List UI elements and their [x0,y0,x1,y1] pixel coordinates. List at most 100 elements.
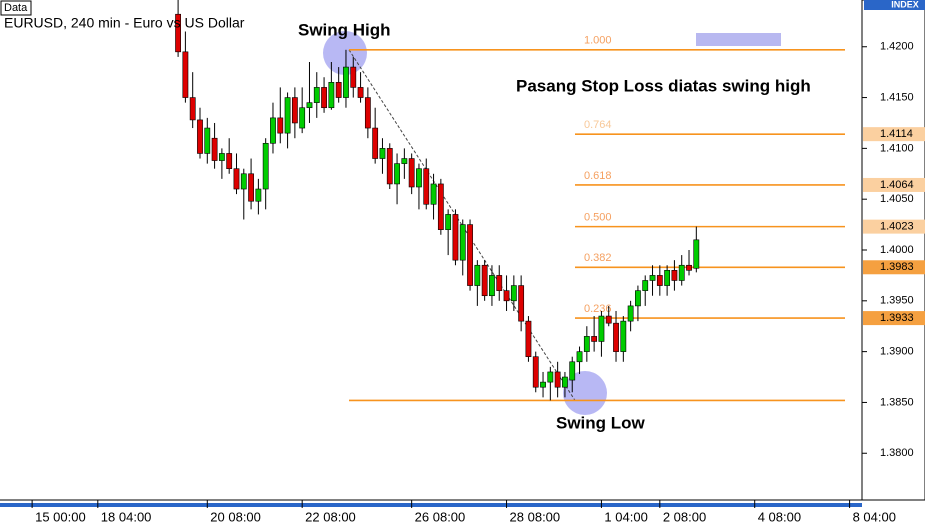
axis-title-box [864,0,925,10]
candle-body [452,214,459,261]
candle-body [540,381,546,388]
x-tick-label: 2 08:00 [663,509,706,524]
candle-body [642,280,649,291]
candle-body [416,168,422,188]
candle-body [613,322,619,352]
candle-body [386,148,393,185]
candle-body [686,264,692,271]
candle-body [532,356,539,388]
x-tick-label: 22 08:00 [305,509,356,524]
period-strip [0,503,862,507]
candle-body [240,173,247,190]
candle-body [525,320,532,358]
candle-body [481,264,488,297]
candle-body [394,163,400,185]
fib-price-box [863,260,925,275]
fib-ratio: 1.000 [584,35,612,47]
candle-body [591,336,598,342]
candle-body [437,183,444,230]
swing-high-label: Swing High [298,20,391,39]
candle-body [408,158,415,188]
candle-body [372,127,379,159]
candle-body [343,66,349,98]
candle-body [459,224,466,261]
y-tick-label: 1.3850 [880,396,914,408]
note-label: Pasang Stop Loss diatas swing high [516,76,811,95]
candle-body [598,315,605,342]
y-tick-label: 1.3800 [880,447,914,459]
candle-body [277,117,284,134]
chart-title: EURUSD, 240 min - Euro vs US Dollar [4,15,245,31]
y-tick-label: 1.3950 [880,295,914,307]
fib-ratio: 0.236 [584,303,612,315]
x-tick-label: 1 04:00 [604,509,647,524]
fib-price-label: 1.4064 [880,179,914,191]
candle-body [576,351,583,363]
x-tick-label: 4 08:00 [758,509,801,524]
candle-body [226,153,233,169]
candle-body [189,97,196,121]
candle-body [328,82,335,109]
candle-body [664,270,671,286]
candle-body [262,142,269,190]
candle-body [255,188,262,202]
y-tick-label: 1.4200 [880,41,914,53]
candle-body [489,275,495,297]
candle-body [583,336,590,352]
note-marker [696,33,781,46]
fib-ratio: 0.382 [584,252,612,264]
candle-body [693,239,700,269]
data-box [0,0,32,16]
fib-price-label: 1.4114 [880,128,913,140]
candle-body [635,290,641,307]
x-tick-label: 28 08:00 [510,509,561,524]
candle-body [306,102,313,109]
fib-ratio: 0.618 [584,170,612,182]
candle-body [350,66,357,88]
y-tick-label: 1.4000 [880,244,914,256]
candle-body [321,87,327,109]
x-tick-label: 15 00:00 [35,509,86,524]
candle-body [379,148,386,159]
candle-body [518,285,525,322]
candle-body [503,290,510,302]
fib-price-box [863,177,925,192]
candle-body [467,224,473,286]
candle-body [671,270,678,281]
candle-body [562,376,568,388]
x-tick-label: 18 04:00 [101,509,152,524]
candle-body [445,214,452,230]
candle-body [547,371,554,383]
candle-body [299,107,306,129]
y-tick-label: 1.4050 [880,193,914,205]
candle-body [335,82,342,98]
candle-body [678,264,685,281]
fib-ratio: 0.500 [584,212,612,224]
candle-body [357,87,364,98]
candle-body [218,153,225,161]
axis-title: INDEX [891,0,919,9]
candle-body [430,183,437,205]
fib-price-box [863,127,925,142]
candle-body [233,168,240,190]
candle-body [656,275,663,286]
price-axis [861,0,925,501]
candle-body [569,361,576,381]
fib-price-label: 1.3933 [880,312,914,324]
candle-body [423,168,430,205]
candle-body [284,97,291,134]
candle-body [496,275,503,291]
candle-body [313,87,320,103]
y-tick-label: 1.3900 [880,346,914,358]
candle-body [211,137,218,161]
fib-price-label: 1.4023 [880,221,914,233]
plot-area: 1.000 0.764 0.618 0.500 0.382 0.236 [175,0,845,402]
candle-body [291,97,298,124]
candle-body [182,51,189,98]
candle-body [248,173,254,202]
fib-price-box [863,219,925,234]
swing-high-marker [323,31,367,75]
candle-body [627,305,634,322]
fib-price-label: 1.3983 [880,261,914,273]
fib-ratio: 0.764 [584,119,612,131]
